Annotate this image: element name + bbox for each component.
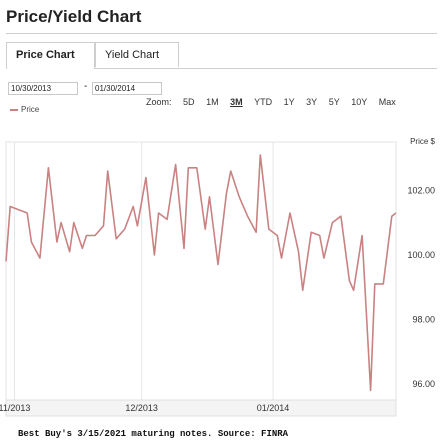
zoom-5d-button[interactable]: 5D	[183, 97, 195, 107]
plot-area	[5, 141, 397, 401]
price-data-point	[196, 167, 198, 169]
price-data-point	[217, 263, 219, 265]
price-data-point	[238, 196, 240, 198]
price-data-point	[276, 234, 278, 236]
price-data-point	[229, 170, 231, 172]
price-data-point	[94, 234, 96, 236]
start-date-input[interactable]: 10/30/2013	[8, 82, 78, 95]
price-data-point	[107, 170, 109, 172]
price-data-point	[310, 231, 312, 233]
price-data-point	[56, 241, 58, 243]
price-data-point	[395, 212, 397, 214]
price-data-point	[18, 209, 20, 211]
price-data-point	[30, 241, 32, 243]
price-data-point	[174, 163, 176, 165]
y-axis-label: Price $	[410, 137, 435, 146]
price-data-point	[352, 289, 354, 291]
x-tick-label: 01/2014	[257, 403, 290, 413]
page-title: Price/Yield Chart	[6, 7, 142, 26]
price-data-point	[187, 167, 189, 169]
price-data-point	[348, 279, 350, 281]
price-data-point	[81, 247, 83, 249]
date-separator: -	[84, 81, 88, 92]
price-data-point	[204, 228, 206, 230]
price-data-point	[225, 192, 227, 194]
price-data-point	[289, 212, 291, 214]
price-data-point	[9, 205, 11, 207]
price-data-point	[302, 289, 304, 291]
price-data-point	[183, 247, 185, 249]
price-data-point	[102, 225, 104, 227]
price-data-point	[361, 234, 363, 236]
price-data-point	[323, 257, 325, 259]
tab-price-chart[interactable]: Price Chart	[6, 42, 95, 69]
legend-label: Price	[21, 105, 40, 114]
price-data-point	[208, 196, 210, 198]
chart-legend: Price	[10, 105, 39, 114]
title-divider	[6, 33, 437, 34]
price-data-point	[85, 234, 87, 236]
tab-yield-chart[interactable]: Yield Chart	[95, 42, 179, 67]
price-data-point	[255, 231, 257, 233]
price-data-point	[280, 257, 282, 259]
price-data-point	[259, 154, 261, 156]
zoom-ytd-button[interactable]: YTD	[254, 97, 273, 107]
price-data-point	[340, 215, 342, 217]
price-data-point	[374, 283, 376, 285]
price-chart: 11/2013 12/2013 01/2014 Price $ 96.00 98.00 10…	[0, 128, 443, 420]
price-data-point	[68, 250, 70, 252]
legend-swatch	[10, 108, 18, 111]
x-tick-label: 11/2013	[0, 403, 30, 413]
price-data-point	[123, 228, 125, 230]
price-data-point	[153, 254, 155, 256]
zoom-label: Zoom:	[146, 97, 172, 107]
price-data-point	[157, 212, 159, 214]
price-data-point	[115, 238, 117, 240]
zoom-max-button[interactable]: Max	[378, 97, 396, 107]
zoom-3y-button[interactable]: 3Y	[306, 97, 318, 107]
end-date-input[interactable]: 01/30/2014	[92, 82, 162, 95]
price-data-point	[318, 234, 320, 236]
x-axis-band	[5, 399, 397, 417]
price-data-point	[331, 221, 333, 223]
price-data-point	[132, 205, 134, 207]
y-tick-label: 102.00	[407, 185, 435, 195]
price-data-point	[145, 176, 147, 178]
y-tick-label: 100.00	[407, 250, 435, 260]
price-data-point	[47, 167, 49, 169]
footer-note: Best Buy's 3/15/2021 maturing notes. Sou…	[18, 429, 289, 439]
chart-tabs: Price Chart Yield Chart	[6, 42, 437, 69]
price-series-line	[5, 154, 397, 392]
zoom-5y-button[interactable]: 5Y	[328, 97, 340, 107]
y-tick-label: 98.00	[412, 314, 435, 324]
price-data-point	[268, 228, 270, 230]
price-data-point	[60, 221, 62, 223]
price-data-point	[136, 225, 138, 227]
price-data-point	[382, 283, 384, 285]
price-chart-svg: 11/2013 12/2013 01/2014 Price $ 96.00 98.00 10…	[0, 137, 436, 417]
price-data-point	[5, 260, 7, 262]
price-data-point	[391, 215, 393, 217]
price-data-point	[26, 212, 28, 214]
price-data-point	[39, 257, 41, 259]
zoom-1y-button[interactable]: 1Y	[283, 97, 295, 107]
zoom-1m-button[interactable]: 1M	[206, 97, 219, 107]
price-data-point	[246, 215, 248, 217]
zoom-bar: Zoom: 5D 1M 3M YTD 1Y 3Y 5Y 10Y Max	[146, 97, 396, 107]
price-data-point	[166, 218, 168, 220]
zoom-3m-button[interactable]: 3M	[230, 97, 243, 107]
y-tick-label: 96.00	[412, 379, 435, 389]
zoom-10y-button[interactable]: 10Y	[351, 97, 368, 107]
price-data-point	[369, 389, 371, 391]
x-tick-label: 12/2013	[125, 403, 158, 413]
price-data-point	[73, 221, 75, 223]
price-data-point	[297, 250, 299, 252]
